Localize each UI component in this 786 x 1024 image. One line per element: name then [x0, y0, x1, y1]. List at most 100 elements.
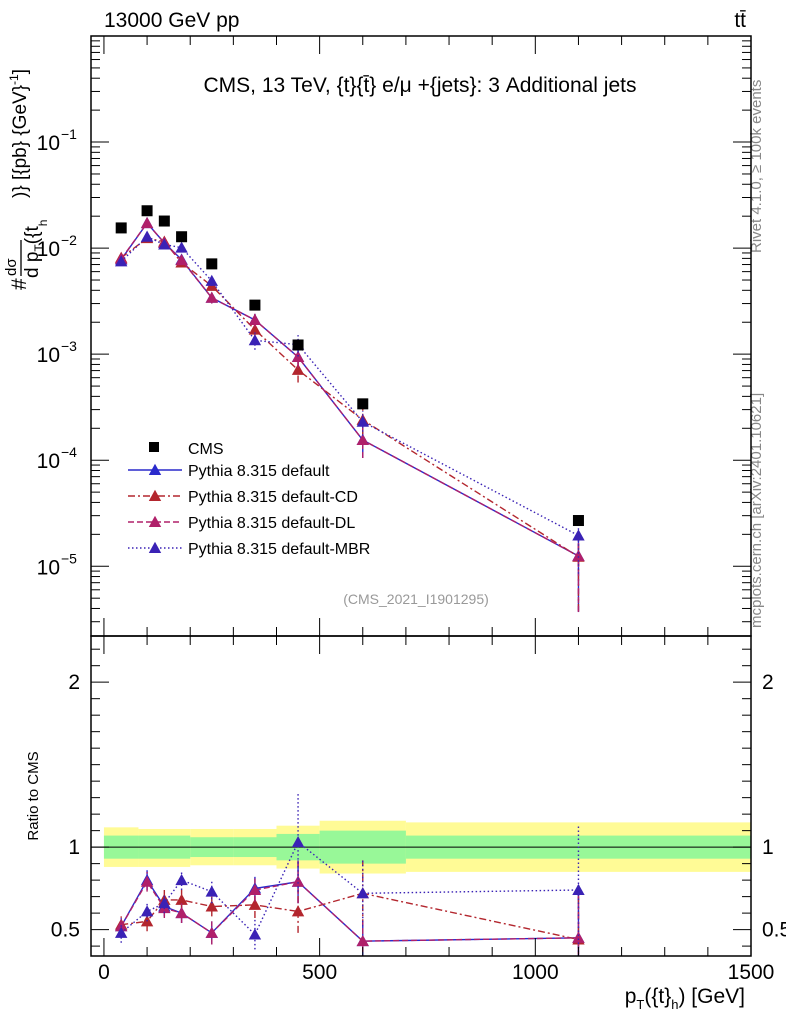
ratio-x-label: pT({t}h) [GeV] [625, 985, 745, 1012]
ratio-point [248, 883, 262, 895]
main-y-tick-label: 10 [37, 450, 60, 473]
ratio-series-pythia-8-315-default-dl [114, 860, 585, 956]
legend-marker [148, 489, 162, 501]
ylabel-den-sub: T [32, 244, 46, 252]
ratio-point [572, 931, 585, 943]
data-point [248, 334, 262, 346]
legend-cms-marker [149, 442, 159, 452]
header-right: tt̄ [734, 9, 746, 32]
main-y-tick-label: 10 [37, 344, 60, 367]
data-point [356, 415, 369, 427]
xlabel-mid: ({t} [644, 985, 671, 1008]
svg-text:#: # [8, 278, 31, 290]
ratio-point [291, 835, 305, 848]
main-panel: 10−510−410−310−210−1 CMS, 13 TeV, {t}{t̄… [3, 35, 752, 637]
ratio-series-pythia-8-315-default-mbr [114, 792, 585, 956]
data-point [140, 230, 154, 242]
ratio-ticks: 0.5 0.5 1 1 2 2 0 500 1000 1500 [51, 636, 786, 984]
legend-label: Pythia 8.315 default [188, 463, 330, 480]
data-point [248, 313, 262, 325]
ratio-y-tick-label-right: 0.5 [762, 919, 786, 942]
main-y-tick-exponent: −2 [61, 232, 77, 248]
cms-point [292, 339, 304, 351]
data-point [572, 529, 585, 541]
xlabel-p: p [625, 985, 637, 1008]
cms-point [357, 398, 369, 410]
ratio-point [158, 897, 171, 909]
main-plot-area [114, 205, 585, 613]
ratio-point [175, 893, 188, 905]
ratio-x-tick-label: 0 [98, 961, 110, 984]
legend-label: Pythia 8.315 default-DL [188, 515, 355, 532]
ratio-x-tick-label: 1000 [512, 961, 559, 984]
data-point [205, 291, 218, 303]
svg-text:d pT({th: d pT({th [22, 220, 50, 278]
main-y-label: # dσ d pT({th )} [{pb} {GeV}-1] [3, 69, 50, 290]
ratio-point [291, 905, 305, 917]
ratio-point [175, 906, 188, 919]
cms-point [158, 215, 170, 227]
ratio-plot-area [91, 792, 751, 956]
legend-pythia-8-315-default-dl: Pythia 8.315 default-DL [128, 515, 355, 532]
legend-marker [148, 463, 162, 475]
analysis-id: (CMS_2021_I1901295) [343, 591, 489, 607]
xlabel-end: ) [GeV] [678, 985, 745, 1008]
ylabel-num: dσ [3, 258, 20, 276]
ratio-panel: 0.5 0.5 1 1 2 2 0 500 1000 1500 Ratio to CMS pT({… [25, 635, 786, 1012]
main-y-tick-exponent: −3 [61, 338, 77, 354]
legend-pythia-8-315-default: Pythia 8.315 default [128, 463, 330, 480]
ratio-line [121, 892, 579, 941]
data-point [114, 255, 128, 267]
legend-pythia-8-315-default-mbr: Pythia 8.315 default-MBR [128, 541, 370, 558]
ratio-point [356, 887, 369, 899]
data-point [572, 549, 585, 561]
data-point [205, 274, 218, 286]
data-point [291, 363, 305, 375]
main-title: CMS, 13 TeV, {t}{t̄} e/μ +{jets}: 3 Addi… [204, 74, 637, 97]
ratio-point [356, 934, 369, 947]
ratio-point [175, 873, 188, 886]
data-point [140, 216, 154, 229]
series-line [120, 237, 579, 558]
data-point [356, 433, 369, 445]
ratio-point [140, 875, 154, 887]
ylabel-tail-sup: -1 [7, 74, 21, 85]
ratio-point [205, 885, 218, 897]
ylabel-hash: # [8, 278, 31, 290]
cms-point [141, 205, 153, 217]
xlabel-sub2: h [671, 997, 678, 1012]
cms-point [176, 231, 188, 243]
ratio-line [120, 880, 579, 942]
main-y-tick-label: 10 [37, 556, 60, 579]
legend-label: Pythia 8.315 default-CD [188, 489, 358, 506]
ratio-line [120, 878, 579, 942]
ratio-point [248, 928, 262, 940]
main-y-tick-exponent: −5 [61, 550, 77, 566]
ratio-x-tick-label: 1500 [728, 961, 775, 984]
ratio-point [572, 883, 585, 895]
series-cms [115, 205, 584, 527]
header-left: 13000 GeV pp [104, 9, 239, 32]
side-label-mcplots: mcplots.cern.ch [arXiv:2401.10621] [748, 393, 765, 628]
ratio-y-tick-label-left: 2 [68, 671, 80, 694]
side-label-rivet: Rivet 4.1.0, ≥ 100k events [748, 80, 765, 253]
ratio-frame [90, 635, 752, 957]
ylabel-den-sub2: h [36, 220, 50, 227]
svg-text:dσ: dσ [3, 258, 20, 276]
data-point [175, 241, 188, 253]
ratio-point [291, 875, 305, 887]
main-y-tick-label: 10 [37, 132, 60, 155]
cms-point [249, 299, 261, 311]
main-y-tick-exponent: −4 [61, 444, 77, 460]
ratio-y-tick-label-right: 1 [762, 836, 774, 859]
ratio-y-tick-label-left: 1 [68, 836, 80, 859]
ratio-y-tick-label-left: 0.5 [51, 919, 80, 942]
main-y-tick-label: 10 [37, 238, 60, 261]
series-line [120, 221, 579, 557]
ratio-x-tick-label: 500 [302, 961, 337, 984]
legend-marker [148, 515, 162, 527]
legend-pythia-8-315-default-cd: Pythia 8.315 default-CD [128, 489, 358, 506]
svg-text:)} [{pb} {GeV}-1]: )} [{pb} {GeV}-1] [7, 69, 31, 198]
ylabel-tail: )} [{pb} {GeV} [10, 85, 31, 198]
